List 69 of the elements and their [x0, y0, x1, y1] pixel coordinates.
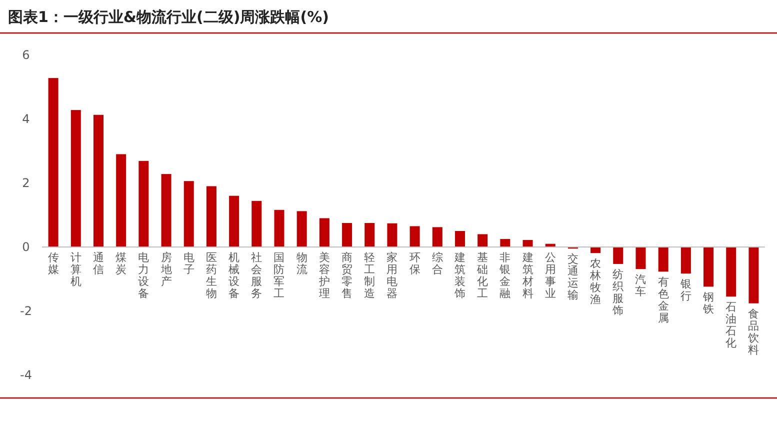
x-tick-label: 食品饮料 — [747, 307, 760, 356]
bar — [748, 247, 759, 304]
x-tick-label: 医药生物 — [206, 251, 217, 300]
x-tick-label: 环保 — [409, 251, 420, 276]
x-tick-label: 综合 — [432, 251, 443, 276]
bar — [613, 247, 624, 264]
y-tick-label: -4 — [20, 368, 32, 382]
x-tick-label: 非银金融 — [498, 251, 511, 300]
x-tick-label: 交通运输 — [567, 252, 578, 302]
y-tick-label: 4 — [22, 112, 30, 126]
x-tick-label: 银行 — [679, 278, 692, 303]
x-tick-label: 汽车 — [635, 273, 646, 298]
bar — [590, 247, 601, 254]
x-tick-label: 家用电器 — [386, 251, 398, 300]
bar — [206, 186, 216, 247]
bar — [342, 223, 352, 247]
x-tick-label: 商贸零售 — [342, 251, 353, 300]
bar — [704, 247, 714, 287]
x-tick-label: 物流 — [296, 251, 308, 276]
bar — [364, 223, 375, 247]
bar — [319, 218, 330, 247]
bar — [500, 239, 510, 247]
bar — [116, 154, 126, 247]
bar — [161, 174, 172, 247]
x-tick-label: 基础化工 — [476, 251, 488, 300]
bar — [410, 226, 420, 247]
bar — [387, 223, 398, 247]
bar — [432, 227, 442, 247]
bar — [680, 247, 691, 274]
bar — [252, 200, 262, 247]
bar — [70, 110, 81, 247]
x-tick-label: 石油石化 — [726, 300, 737, 350]
x-tick-label: 房地产 — [160, 251, 172, 288]
x-tick-label: 电力设备 — [138, 251, 150, 300]
x-tick-label: 建筑装饰 — [453, 251, 466, 300]
x-tick-label: 社会服务 — [251, 251, 262, 300]
bar — [636, 247, 646, 270]
x-tick-label: 纺织服饰 — [612, 268, 624, 317]
x-tick-label: 有色金属 — [658, 276, 669, 325]
x-tick-label: 农林牧渔 — [589, 257, 602, 306]
x-tick-label: 通信 — [92, 251, 104, 276]
bar — [522, 240, 533, 247]
bar — [296, 211, 307, 247]
bar — [454, 231, 465, 247]
bar — [93, 114, 104, 247]
y-tick-label: -2 — [20, 304, 32, 318]
bar — [658, 247, 668, 272]
bar — [274, 210, 284, 247]
x-tick-label: 钢铁 — [702, 290, 714, 316]
x-tick-label: 轻工制造 — [364, 251, 376, 300]
bar — [184, 181, 194, 247]
bar — [478, 234, 488, 247]
bar — [229, 196, 240, 247]
y-tick-label: 2 — [22, 176, 30, 190]
bar — [138, 160, 149, 247]
y-tick-label: 6 — [22, 48, 30, 62]
x-tick-label: 计算机 — [70, 251, 82, 288]
y-tick-label: 0 — [22, 240, 30, 254]
x-tick-label: 传媒 — [48, 251, 59, 276]
x-tick-label: 美容护理 — [318, 251, 330, 300]
x-tick-label: 电子 — [183, 251, 194, 276]
x-tick-label: 公用事业 — [544, 251, 556, 300]
x-tick-label: 机械设备 — [228, 251, 240, 300]
bar — [48, 78, 58, 247]
chart-title: 图表1：一级行业&物流行业(二级)周涨跌幅(%) — [8, 8, 329, 26]
x-tick-label: 国防军工 — [274, 251, 285, 300]
bar — [726, 247, 736, 297]
x-tick-label: 建筑材料 — [521, 251, 534, 300]
x-tick-label: 煤炭 — [116, 251, 127, 276]
